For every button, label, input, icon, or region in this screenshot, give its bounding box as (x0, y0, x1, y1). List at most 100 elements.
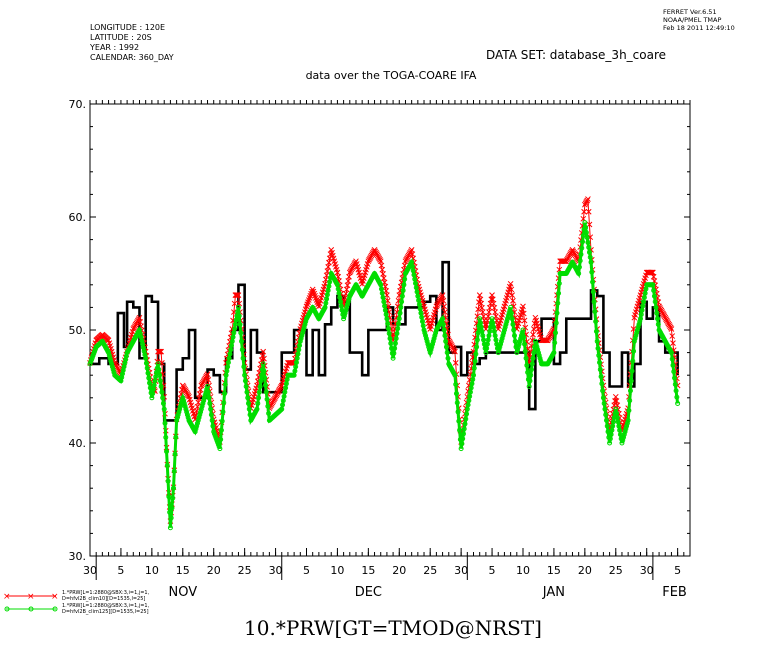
series-red-marker (409, 251, 416, 257)
meta-longitude: LONGITUDE : 120E (90, 23, 165, 32)
series-green-marker (473, 351, 479, 357)
series-green-marker (399, 299, 405, 305)
series-red-marker (649, 269, 655, 276)
series-green-marker (497, 344, 503, 350)
series-red-marker (325, 263, 331, 270)
series-green-marker (585, 239, 591, 245)
series-green-marker (604, 423, 610, 429)
series-green-marker (624, 423, 630, 429)
series-green-marker (553, 320, 559, 326)
series-red-marker (479, 309, 486, 315)
series-green-marker (504, 319, 510, 325)
month-label: DEC (355, 585, 382, 600)
x-tick-label: 10 (516, 564, 530, 577)
series-green-marker (600, 388, 606, 394)
series-green-marker (174, 415, 180, 421)
series-green-marker (299, 333, 305, 339)
x-tick-label: 30 (269, 564, 283, 577)
series-red-marker (195, 399, 202, 406)
series-green-marker (671, 369, 677, 375)
x-tick-label: 5 (303, 564, 310, 577)
series-green-marker (522, 348, 528, 354)
series-green-marker (556, 280, 562, 286)
series-green-marker (637, 319, 643, 325)
series-green-marker (460, 431, 466, 437)
series-red-marker (233, 292, 239, 298)
series-green-marker (626, 408, 632, 414)
series-green-marker (621, 434, 627, 440)
y-tick-label: 60. (69, 211, 87, 224)
series-green-marker (580, 239, 586, 245)
series-green-marker (278, 407, 284, 413)
x-tick-label: 25 (609, 564, 623, 577)
series-green-marker (109, 361, 115, 367)
series-green-marker (670, 362, 676, 368)
month-label: NOV (168, 585, 197, 600)
series-red-marker (452, 360, 459, 366)
series-green-marker (531, 350, 537, 356)
series-green-marker (385, 321, 391, 327)
series-green-marker (143, 355, 149, 361)
x-tick-label: 15 (361, 564, 375, 577)
series-green-marker (459, 441, 465, 447)
series-green-marker (498, 338, 504, 344)
legend-marker-o-3 (52, 606, 58, 612)
series-green-marker (161, 406, 167, 412)
series-green-marker (552, 340, 558, 346)
series-green-marker (198, 409, 204, 415)
series-green-marker (579, 245, 585, 251)
series-red-marker (478, 300, 485, 307)
series-green-marker (181, 398, 187, 404)
series-green-marker (175, 412, 181, 418)
x-tick-label: 5 (489, 564, 496, 577)
series-green-marker (392, 340, 398, 346)
series-green-marker (517, 338, 523, 344)
series-green-marker (393, 335, 399, 341)
series-red-marker (334, 269, 341, 276)
series-green-marker (633, 333, 639, 339)
series-green-marker (159, 389, 165, 395)
series-red-marker (530, 331, 536, 338)
series-green-marker (300, 327, 306, 333)
series-green-marker (591, 299, 597, 305)
series-red-marker (344, 282, 351, 289)
series-green-marker (262, 375, 268, 381)
series-green-marker (655, 316, 661, 322)
series-red-marker (289, 360, 296, 366)
series-red-marker (136, 314, 143, 321)
series-green-marker (423, 333, 429, 339)
series-green-marker (502, 324, 508, 330)
ferret-org: NOAA/PMEL TMAP (663, 16, 721, 24)
series-green-marker (528, 372, 534, 378)
ferret-version: FERRET Ver.6.51 (663, 8, 717, 16)
series-green-marker (255, 400, 261, 406)
series-green-marker (156, 367, 162, 373)
series-green-marker (423, 335, 429, 341)
series-green-marker (258, 378, 264, 384)
series-green-marker (200, 400, 206, 406)
legend-entry-green: 1.*PRW[L=1:2880@SBX:3,i=1,j=1, D=hfvl2B_… (4, 603, 150, 615)
series-green-marker (501, 327, 507, 333)
series-red-marker (380, 271, 386, 277)
series-green-marker (160, 395, 166, 401)
series-green-marker (108, 358, 114, 364)
series-red-marker (234, 292, 240, 298)
series-green-marker (428, 347, 434, 353)
series-red-marker (230, 309, 237, 315)
series-green-marker (205, 384, 211, 389)
series-green-marker (636, 321, 642, 327)
series-green-marker (400, 287, 406, 293)
series-green-marker (197, 412, 203, 418)
series-green-marker (627, 398, 633, 404)
series-green-marker (195, 417, 201, 423)
series-green-marker (162, 420, 168, 426)
series-green-marker (396, 316, 402, 322)
series-green-marker (471, 372, 477, 378)
series-green-marker (464, 411, 470, 417)
series-green-marker (583, 230, 589, 236)
series-red-marker (205, 376, 212, 383)
series-red-marker (408, 247, 415, 253)
x-tick-label: 25 (238, 564, 252, 577)
series-green-marker (196, 415, 202, 421)
